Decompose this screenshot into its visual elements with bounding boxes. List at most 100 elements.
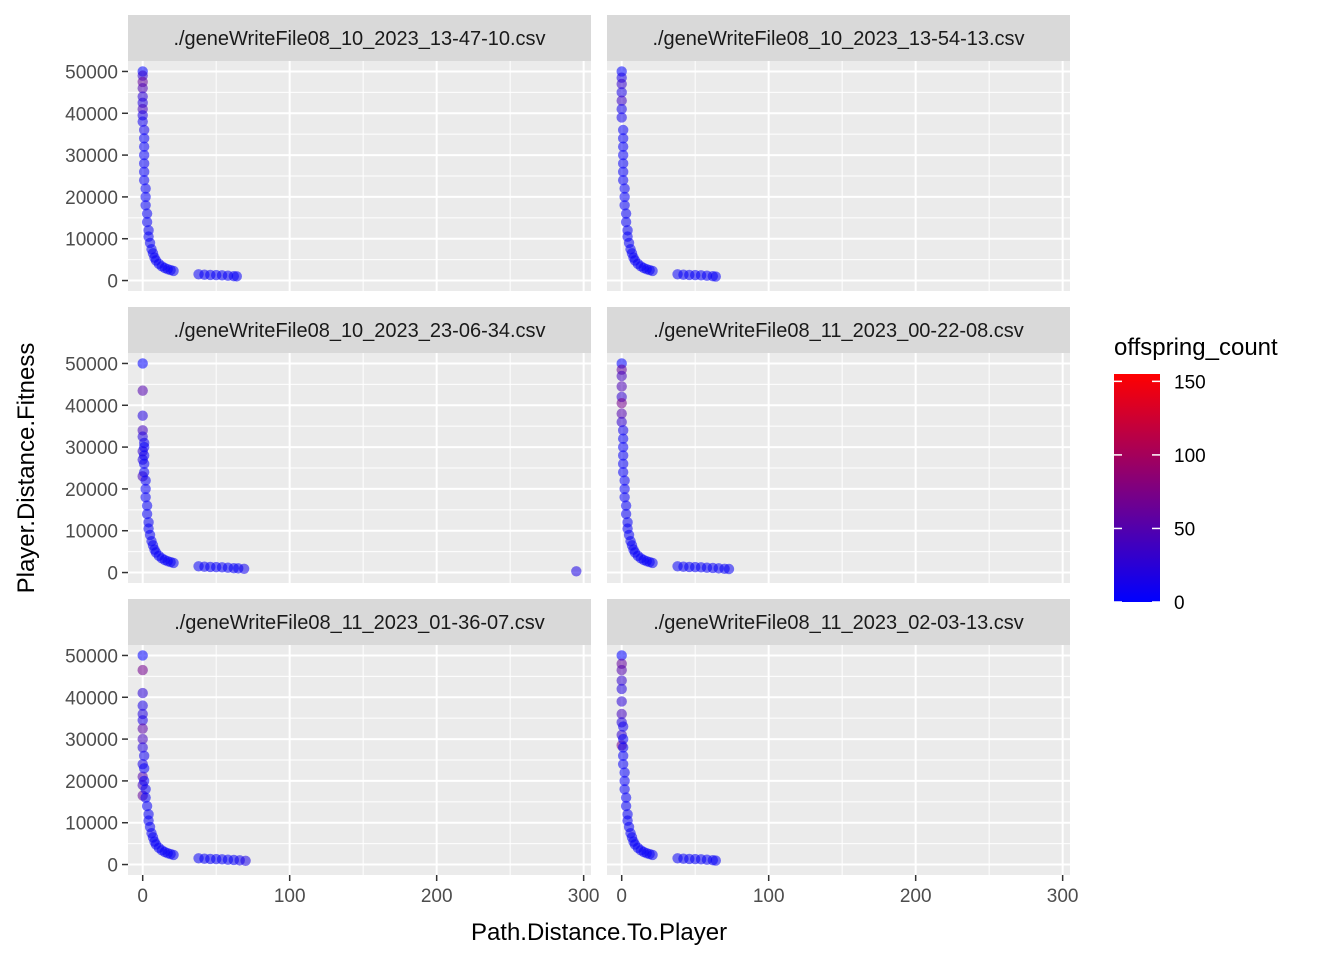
scatter-point: [137, 82, 148, 94]
scatter-point: [137, 687, 148, 699]
facet-panel: ./geneWriteFile08_11_2023_00-22-08.csv: [607, 307, 1070, 583]
scatter-point: [138, 166, 150, 178]
legend-tick-label: 100: [1174, 446, 1206, 467]
scatter-point: [616, 650, 627, 661]
legend-tick-label: 150: [1174, 372, 1206, 393]
y-tick-label: 10000: [65, 814, 118, 835]
scatter-point: [619, 200, 630, 211]
x-tick-label: 200: [900, 886, 932, 907]
scatter-point: [138, 158, 150, 169]
scatter-point: [617, 758, 629, 770]
scatter-point: [617, 149, 629, 161]
scatter-point: [141, 208, 153, 219]
y-tick-label: 0: [107, 564, 118, 585]
scatter-point: [620, 500, 632, 511]
scatter-point: [137, 650, 148, 661]
scatter-point: [620, 800, 632, 812]
scatter-point: [137, 715, 148, 726]
scatter-point: [141, 800, 153, 812]
scatter-point: [620, 792, 632, 803]
scatter-point: [617, 458, 629, 470]
scatter-point: [617, 466, 629, 478]
scatter-point: [617, 450, 629, 461]
scatter-point: [617, 425, 629, 436]
facet-panel: ./geneWriteFile08_11_2023_01-36-07.csv 0 1…: [65, 599, 600, 907]
y-axis-title: Player.Distance.Fitness: [13, 343, 40, 594]
scatter-point: [616, 87, 627, 98]
facet-strip-label: ./geneWriteFile08_11_2023_02-03-13.csv: [653, 612, 1024, 634]
x-axis-title: Path.Distance.To.Player: [471, 919, 727, 946]
scatter-point: [617, 158, 629, 169]
scatter-point: [138, 466, 150, 478]
scatter-point: [138, 124, 150, 136]
facet-strip: [128, 15, 591, 61]
scatter-point: [619, 767, 630, 778]
x-tick-label: 300: [1047, 886, 1079, 907]
scatter-point: [617, 750, 629, 762]
scatter-point: [616, 408, 627, 419]
y-tick-label: 30000: [65, 146, 118, 167]
y-tick-label: 20000: [65, 772, 118, 793]
x-tick-label: 0: [616, 886, 627, 907]
scatter-point: [616, 103, 627, 115]
scatter-point: [138, 450, 150, 461]
scatter-point: [617, 721, 629, 732]
scatter-point: [616, 370, 627, 382]
scatter-point: [137, 385, 148, 396]
scatter-points: [616, 358, 735, 575]
scatter-points: [616, 650, 721, 866]
scatter-point: [138, 775, 150, 787]
scatter-point: [138, 763, 150, 774]
scatter-point: [231, 271, 242, 282]
scatter-point: [137, 358, 148, 369]
scatter-point: [620, 508, 632, 520]
scatter-point: [616, 397, 627, 409]
scatter-point: [168, 557, 179, 569]
scatter-point: [138, 149, 150, 161]
x-tick-label: 300: [568, 886, 600, 907]
scatter-point: [710, 271, 721, 282]
facet-panel: ./geneWriteFile08_10_2023_23-06-34.csv 0 1…: [65, 307, 591, 585]
scatter-point: [620, 208, 632, 219]
facet-strip: [607, 599, 1070, 645]
scatter-point: [617, 141, 629, 152]
scatter-point: [138, 441, 150, 453]
scatter-point: [240, 855, 251, 866]
scatter-point: [616, 664, 627, 676]
scatter-point: [616, 95, 627, 106]
scatter-point: [617, 174, 629, 186]
scatter-point: [140, 492, 151, 503]
y-tick-label: 0: [107, 856, 118, 877]
x-tick-label: 100: [274, 886, 306, 907]
y-tick-label: 20000: [65, 480, 118, 501]
scatter-point: [619, 492, 630, 503]
scatter-points: [137, 66, 242, 282]
scatter-point: [138, 174, 150, 186]
scatter-points: [137, 650, 251, 866]
scatter-point: [137, 733, 148, 745]
scatter-points: [137, 358, 582, 577]
facet-strip-label: ./geneWriteFile08_11_2023_00-22-08.csv: [653, 320, 1024, 342]
facet-panel: ./geneWriteFile08_11_2023_02-03-13.csv 0 1…: [607, 599, 1079, 907]
y-tick-label: 10000: [65, 230, 118, 251]
scatter-point: [140, 792, 151, 803]
legend-ticks: 0 50 100 150: [1114, 372, 1206, 614]
scatter-point: [710, 855, 721, 866]
scatter-point: [140, 200, 151, 211]
scatter-point: [617, 733, 629, 745]
y-tick-label: 50000: [65, 646, 118, 667]
y-tick-label: 50000: [65, 62, 118, 83]
facet-panel: ./geneWriteFile08_10_2023_13-54-13.csv: [607, 15, 1070, 291]
scatter-point: [141, 500, 153, 511]
scatter-point: [138, 750, 150, 762]
scatter-point: [723, 563, 735, 575]
scatter-point: [140, 191, 151, 203]
scatter-point: [140, 483, 151, 495]
scatter-point: [616, 78, 627, 90]
y-tick-label: 40000: [65, 688, 118, 709]
scatter-point: [137, 410, 148, 421]
scatter-point: [619, 183, 630, 194]
scatter-point: [617, 433, 629, 444]
scatter-point: [616, 416, 627, 428]
legend-tick-label: 0: [1174, 593, 1185, 614]
